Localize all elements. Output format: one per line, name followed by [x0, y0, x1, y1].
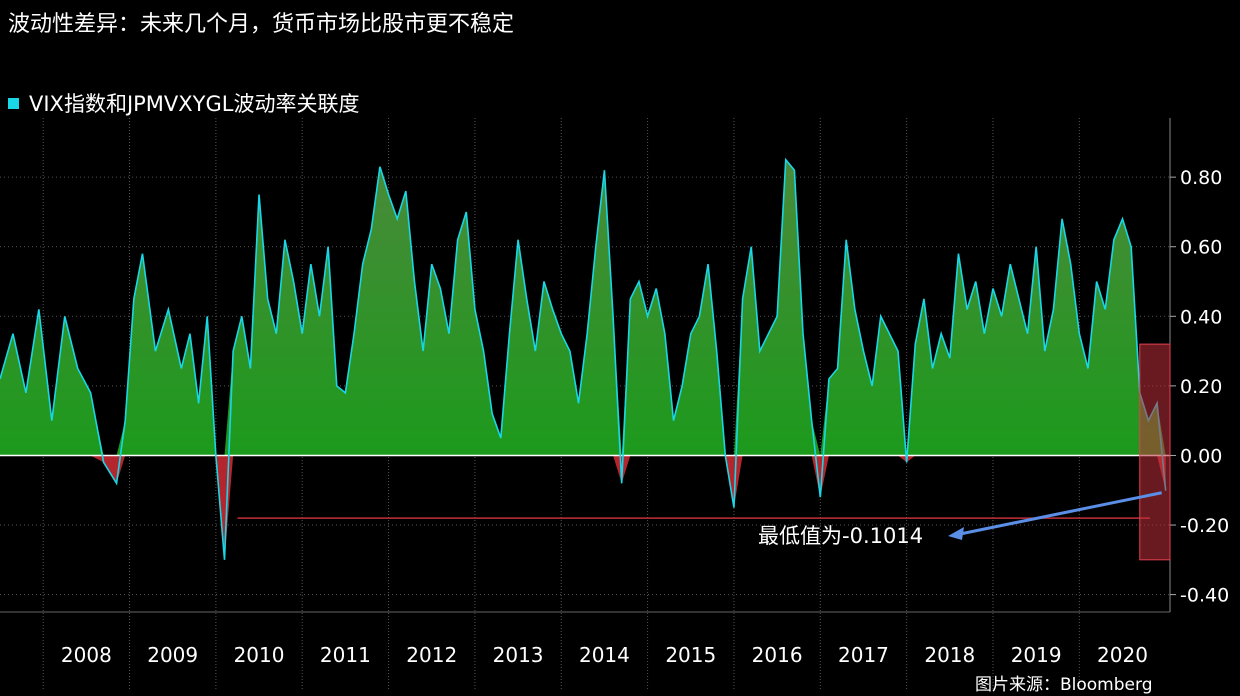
y-tick-label: 0.20: [1180, 376, 1222, 398]
source-credit: 图片来源：Bloomberg: [975, 675, 1153, 695]
x-tick-label: 2011: [320, 643, 371, 667]
x-tick-label: 2018: [924, 643, 975, 667]
legend: VIX指数和JPMVXYGL波动率关联度: [8, 88, 359, 118]
highlight-box: [1139, 343, 1171, 561]
x-tick-label: 2014: [579, 643, 630, 667]
annotation-label: 最低值为-0.1014: [758, 524, 923, 548]
x-tick-label: 2019: [1011, 643, 1062, 667]
x-tick-label: 2009: [147, 643, 198, 667]
annotation-arrow: [959, 491, 1162, 536]
x-tick-label: 2015: [665, 643, 716, 667]
positive-area: [0, 159, 1166, 456]
chart-title: 波动性差异：未来几个月，货币市场比股市更不稳定: [8, 12, 515, 37]
x-tick-label: 2013: [493, 643, 544, 667]
y-tick-label: 0.80: [1180, 167, 1222, 189]
y-tick-label: 0.40: [1180, 306, 1222, 328]
x-tick-label: 2010: [234, 643, 285, 667]
annotation-arrowhead: [948, 527, 964, 540]
y-tick-label: 0.00: [1180, 445, 1222, 467]
y-tick-label: -0.20: [1180, 515, 1229, 537]
y-tick-label: 0.60: [1180, 237, 1222, 259]
series-line: [0, 157, 1167, 560]
legend-swatch: [8, 97, 19, 109]
x-tick-label: 2008: [61, 643, 112, 667]
negative-area: [0, 455, 1166, 560]
legend-label: VIX指数和JPMVXYGL波动率关联度: [29, 92, 360, 116]
x-tick-label: 2012: [406, 643, 457, 667]
y-tick-label: -0.40: [1180, 585, 1229, 607]
x-tick-label: 2017: [838, 643, 889, 667]
x-tick-label: 2020: [1097, 643, 1148, 667]
x-tick-label: 2016: [752, 643, 803, 667]
